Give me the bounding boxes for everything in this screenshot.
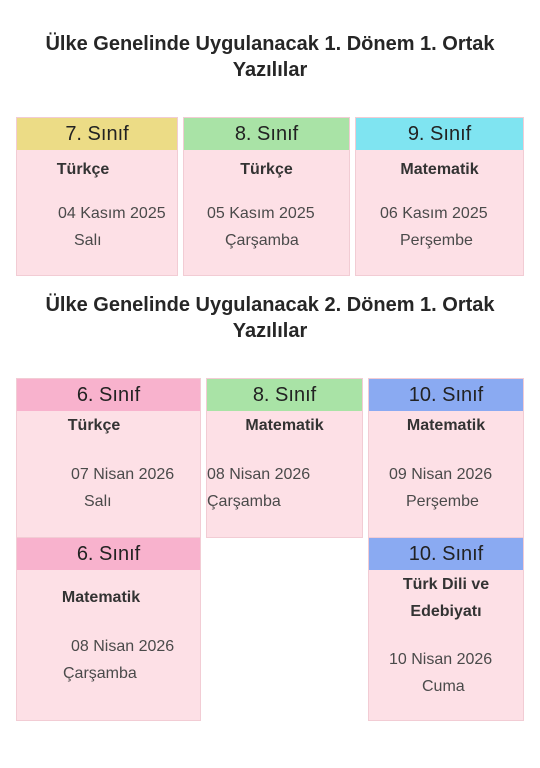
exam-card-grade-10-edebiyat: 10. Sınıf Türk Dili ve Edebiyatı 10 Nisa… [368,537,524,721]
grade-header: 7. Sınıf [17,118,177,150]
exam-card-grade-7: 7. Sınıf Türkçe 04 Kasım 2025 Salı [16,117,178,276]
exam-day: Salı [84,493,112,510]
exam-card-grade-8-matematik: 8. Sınıf Matematik 08 Nisan 2026 Çarşamb… [206,378,363,538]
subject-label: Türkçe [56,161,110,178]
subject-label: Matematik [245,417,324,434]
section-2-title: Ülke Genelinde Uygulanacak 2. Dönem 1. O… [45,294,495,342]
exam-card-grade-10-matematik: 10. Sınıf Matematik 09 Nisan 2026 Perşem… [368,378,524,538]
grade-header: 6. Sınıf [17,538,200,570]
exam-date: 07 Nisan 2026 [71,466,175,483]
exam-card-grade-8: 8. Sınıf Türkçe 05 Kasım 2025 Çarşamba [183,117,350,276]
exam-day: Çarşamba [207,493,281,510]
grade-header: 8. Sınıf [184,118,349,150]
subject-label: Matematik [400,161,479,178]
exam-date: 08 Nisan 2026 [71,638,175,655]
exam-day: Cuma [422,678,465,695]
grade-header: 8. Sınıf [207,379,362,411]
exam-date: 08 Nisan 2026 [207,466,311,483]
exam-date: 05 Kasım 2025 [207,205,315,222]
exam-day: Salı [74,232,102,249]
exam-card-grade-6-matematik: 6. Sınıf Matematik 08 Nisan 2026 Çarşamb… [16,537,201,721]
grade-header: 10. Sınıf [369,379,523,411]
exam-day: Çarşamba [225,232,299,249]
exam-date: 10 Nisan 2026 [389,651,493,668]
subject-label: Türkçe [240,161,293,178]
exam-day: Perşembe [400,232,473,249]
grade-header: 9. Sınıf [356,118,523,150]
subject-label-line-2: Edebiyatı [410,603,482,620]
exam-card-grade-6-turkce: 6. Sınıf Türkçe 07 Nisan 2026 Salı [16,378,201,538]
exam-day: Çarşamba [63,665,137,682]
section-1-title: Ülke Genelinde Uygulanacak 1. Dönem 1. O… [45,33,495,81]
subject-label: Matematik [406,417,486,434]
exam-date: 04 Kasım 2025 [58,205,166,222]
exam-card-grade-9: 9. Sınıf Matematik 06 Kasım 2025 Perşemb… [355,117,524,276]
grade-header: 10. Sınıf [369,538,523,570]
exam-day: Perşembe [406,493,479,510]
subject-label: Türkçe [67,417,121,434]
grade-header: 6. Sınıf [17,379,200,411]
exam-date: 09 Nisan 2026 [389,466,493,483]
subject-label: Matematik [61,589,141,606]
subject-label-line-1: Türk Dili ve [402,576,490,593]
exam-date: 06 Kasım 2025 [380,205,488,222]
